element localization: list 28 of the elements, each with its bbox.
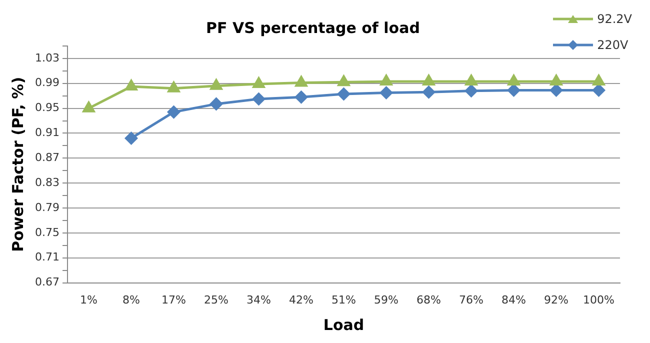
- y-tick-label: 0.91: [34, 126, 60, 140]
- y-axis-title: Power Factor (PF, %): [8, 76, 27, 252]
- x-tick-label: 34%: [246, 293, 271, 306]
- y-tick-label: 0.75: [34, 226, 60, 239]
- x-axis-title: Load: [323, 316, 364, 334]
- x-tick-label: 100%: [583, 293, 614, 306]
- y-tick-label: 0.71: [34, 250, 60, 264]
- chart-title: PF VS percentage of load: [206, 18, 420, 37]
- x-tick-label: 84%: [502, 293, 526, 306]
- y-tick-label: 0.83: [34, 176, 60, 189]
- x-tick-label: 17%: [162, 293, 186, 306]
- x-tick-label: 76%: [459, 293, 484, 306]
- x-tick-label: 1%: [80, 293, 98, 306]
- x-tick-label: 59%: [374, 293, 398, 306]
- x-tick-label: 92%: [544, 293, 568, 306]
- y-tick-label: 0.99: [34, 76, 60, 90]
- y-tick-label: 0.95: [34, 101, 60, 114]
- y-tick-label: 0.67: [34, 276, 60, 289]
- x-tick-label: 25%: [204, 293, 228, 306]
- legend-label: 220V: [597, 38, 628, 52]
- x-tick-label: 51%: [332, 293, 356, 306]
- legend-label: 92.2V: [597, 12, 632, 26]
- x-tick-label: 42%: [289, 293, 314, 306]
- y-tick-label: 1.03: [34, 51, 60, 64]
- y-tick-label: 0.87: [34, 151, 60, 164]
- x-tick-label: 8%: [122, 293, 140, 306]
- x-tick-label: 68%: [416, 293, 441, 306]
- y-tick-label: 0.79: [34, 200, 60, 214]
